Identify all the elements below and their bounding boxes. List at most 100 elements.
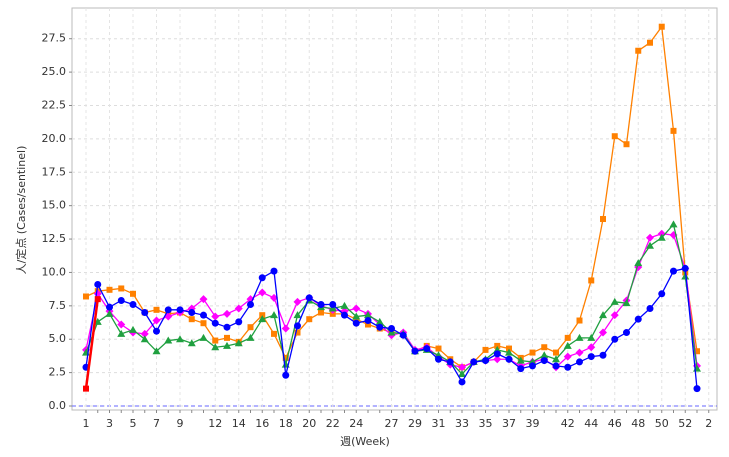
point bbox=[694, 348, 700, 355]
x-tick-label: 27 bbox=[385, 417, 399, 430]
y-tick-label: 15.0 bbox=[42, 199, 67, 212]
point bbox=[247, 324, 254, 331]
plot-area bbox=[71, 7, 718, 411]
x-tick-label: 22 bbox=[326, 417, 340, 430]
y-axis-label: 人/定点 (Cases/sentinel) bbox=[14, 146, 28, 275]
point bbox=[564, 334, 571, 341]
y-tick-label: 22.5 bbox=[42, 98, 67, 111]
point bbox=[282, 354, 289, 361]
point bbox=[153, 327, 160, 335]
point bbox=[610, 311, 619, 320]
point bbox=[458, 378, 466, 386]
point bbox=[200, 311, 207, 319]
point bbox=[411, 347, 419, 355]
point bbox=[305, 294, 313, 302]
point bbox=[375, 317, 384, 325]
point bbox=[211, 319, 219, 327]
point bbox=[611, 335, 619, 343]
point bbox=[553, 349, 559, 356]
y-tick-label: 12.5 bbox=[42, 232, 67, 245]
point bbox=[212, 337, 219, 344]
y-tick-label: 25.0 bbox=[42, 65, 67, 78]
x-tick-label: 33 bbox=[455, 417, 469, 430]
point bbox=[246, 333, 255, 341]
point bbox=[293, 311, 302, 319]
point bbox=[211, 343, 220, 351]
point bbox=[529, 349, 536, 356]
point bbox=[94, 296, 101, 303]
y-tick-label: 17.5 bbox=[42, 165, 67, 178]
point bbox=[130, 290, 136, 297]
point bbox=[693, 385, 701, 393]
point bbox=[552, 355, 560, 363]
point bbox=[187, 339, 196, 347]
point bbox=[458, 369, 466, 377]
point bbox=[352, 319, 360, 327]
point bbox=[681, 264, 689, 272]
point bbox=[435, 355, 442, 363]
point bbox=[516, 356, 525, 364]
point bbox=[152, 316, 161, 325]
x-tick-label: 37 bbox=[502, 417, 516, 430]
point bbox=[622, 299, 631, 307]
point bbox=[352, 312, 361, 320]
point bbox=[364, 317, 372, 325]
point bbox=[670, 267, 677, 275]
point bbox=[224, 334, 230, 341]
point bbox=[328, 304, 337, 312]
point bbox=[329, 300, 337, 308]
point bbox=[317, 300, 325, 308]
point bbox=[435, 345, 442, 352]
point bbox=[587, 353, 595, 361]
x-tick-label: 44 bbox=[584, 417, 598, 430]
point bbox=[105, 309, 114, 317]
point bbox=[223, 323, 231, 331]
point bbox=[282, 371, 290, 379]
point bbox=[247, 300, 254, 308]
point bbox=[482, 357, 489, 365]
x-tick-label: 3 bbox=[106, 417, 113, 430]
x-tick-label: 16 bbox=[255, 417, 269, 430]
point bbox=[600, 216, 606, 223]
point bbox=[140, 335, 149, 343]
point bbox=[176, 306, 184, 314]
point bbox=[563, 341, 572, 349]
point bbox=[117, 320, 126, 329]
point bbox=[117, 329, 126, 337]
y-tick-label: 2.5 bbox=[49, 366, 67, 379]
point bbox=[364, 311, 372, 319]
point bbox=[517, 365, 525, 373]
point bbox=[599, 311, 607, 319]
point bbox=[258, 288, 267, 297]
point bbox=[388, 325, 395, 333]
point bbox=[211, 312, 220, 321]
x-tick-label: 24 bbox=[349, 417, 363, 430]
point bbox=[470, 358, 478, 366]
point bbox=[164, 306, 172, 314]
point bbox=[129, 300, 137, 308]
point bbox=[552, 362, 560, 370]
point bbox=[341, 311, 348, 319]
point bbox=[540, 351, 549, 359]
point bbox=[118, 285, 125, 292]
point bbox=[83, 385, 89, 392]
y-tick-label: 0.0 bbox=[49, 399, 67, 412]
point bbox=[657, 233, 666, 241]
x-tick-label: 14 bbox=[232, 417, 246, 430]
point bbox=[658, 290, 666, 298]
point bbox=[106, 303, 113, 311]
point bbox=[646, 233, 654, 242]
point bbox=[117, 296, 125, 304]
point bbox=[446, 358, 454, 366]
point bbox=[540, 357, 548, 365]
point bbox=[306, 316, 313, 323]
point bbox=[681, 272, 690, 280]
x-tick-label: 7 bbox=[153, 417, 160, 430]
x-tick-label: 48 bbox=[631, 417, 645, 430]
point bbox=[658, 23, 665, 30]
point bbox=[376, 323, 384, 331]
point bbox=[623, 329, 630, 337]
point bbox=[176, 335, 184, 343]
point bbox=[234, 304, 243, 313]
